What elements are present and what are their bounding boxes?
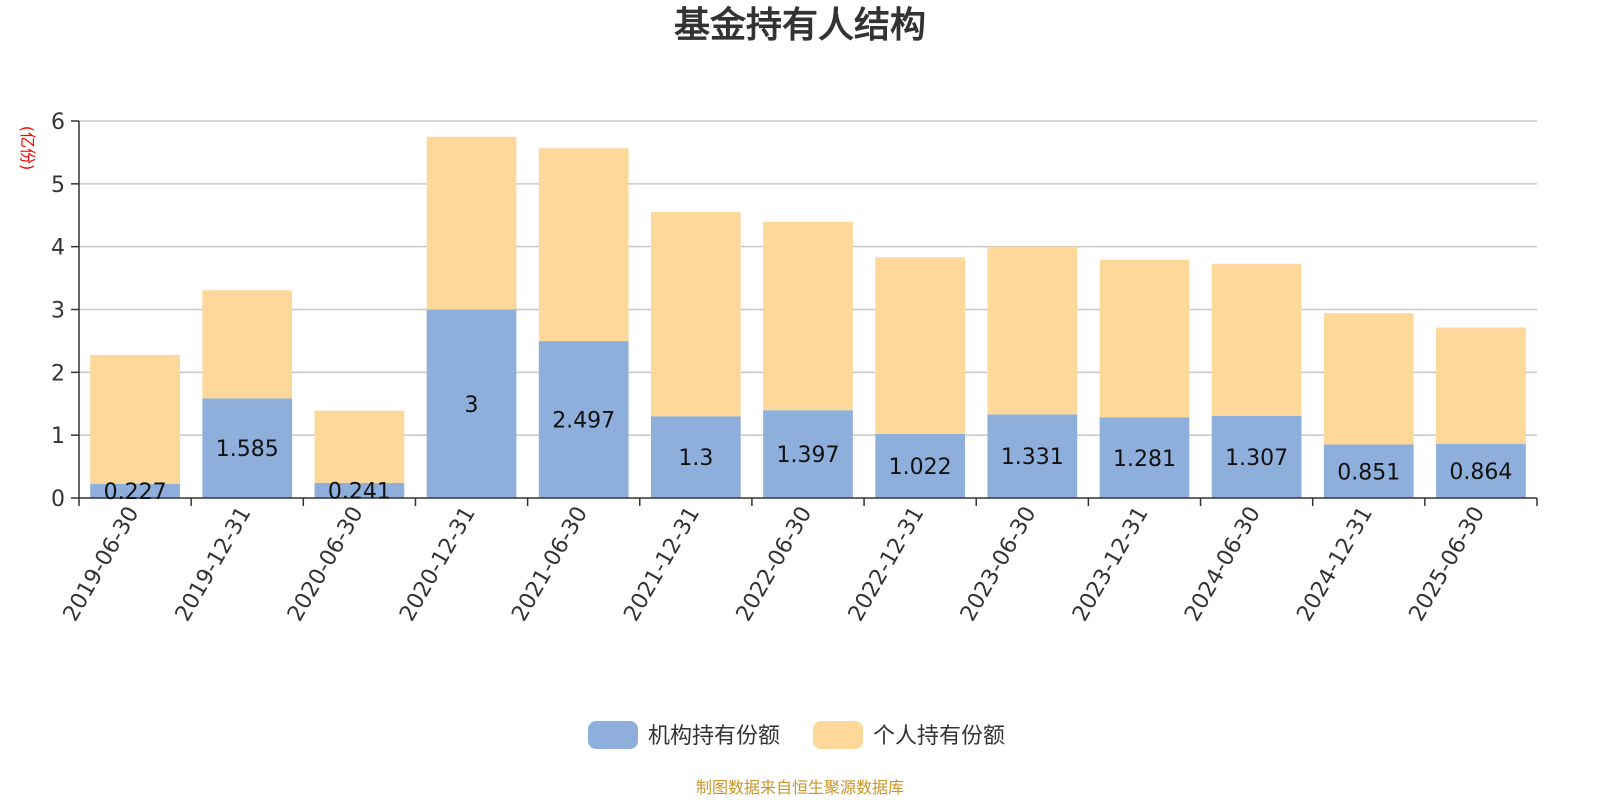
bar-individual[interactable] (1099, 259, 1190, 418)
x-tick-label: 2019-12-31 (171, 503, 257, 626)
bar-data-label: 1.585 (216, 437, 279, 462)
bar-data-label: 1.397 (777, 443, 840, 468)
bar-individual[interactable] (538, 148, 629, 342)
source-note: 制图数据来自恒生聚源数据库 (696, 778, 904, 797)
legend-label[interactable]: 机构持有份额 (648, 724, 780, 749)
bar-data-label: 1.3 (678, 446, 713, 471)
y-axis-unit-label: (亿份) (18, 126, 37, 171)
bar-data-label: 1.307 (1225, 446, 1288, 471)
legend-swatch-individual[interactable] (813, 721, 863, 749)
bar-institutional[interactable] (763, 410, 853, 498)
y-tick-label: 0 (51, 487, 65, 512)
bar-institutional[interactable] (90, 483, 180, 498)
y-tick-label: 3 (51, 299, 65, 324)
data-labels: 0.227 1.585 0.241 3 2.497 1.3 1.397 1.022 1.331 1… (104, 393, 1513, 505)
bar-individual[interactable] (1211, 263, 1302, 416)
bar-individual[interactable] (426, 136, 517, 310)
bars (90, 136, 1526, 499)
legend: 机构持有份额 个人持有份额 (588, 721, 1005, 749)
bar-data-label: 1.331 (1001, 445, 1064, 470)
bar-institutional[interactable] (650, 416, 741, 498)
bar-institutional[interactable] (202, 398, 293, 498)
bar-data-label: 2.497 (552, 409, 615, 434)
x-tick-label: 2020-12-31 (395, 503, 481, 626)
bar-data-label: 0.227 (104, 480, 167, 505)
y-tick-label: 2 (51, 361, 65, 386)
x-tick-label: 2021-06-30 (507, 503, 593, 626)
bar-individual[interactable] (1436, 327, 1526, 444)
bar-individual[interactable] (987, 246, 1078, 415)
legend-swatch-institutional[interactable] (588, 721, 638, 749)
bar-data-label: 3 (465, 393, 479, 418)
y-tick-label: 5 (51, 173, 65, 198)
bar-data-label: 0.864 (1449, 460, 1512, 485)
x-tick-label: 2020-06-30 (283, 503, 369, 626)
bar-data-label: 1.281 (1113, 447, 1176, 472)
x-tick-label: 2025-06-30 (1405, 503, 1491, 626)
bar-individual[interactable] (314, 410, 405, 483)
bar-institutional[interactable] (987, 414, 1078, 498)
bar-individual[interactable] (90, 354, 180, 484)
legend-label[interactable]: 个人持有份额 (873, 724, 1005, 749)
x-tick-label: 2022-12-31 (844, 503, 930, 626)
x-tick-label: 2024-06-30 (1180, 503, 1266, 626)
bar-institutional[interactable] (314, 482, 405, 498)
y-tick-label: 6 (51, 110, 65, 135)
bar-data-label: 1.022 (889, 455, 952, 480)
x-tick-label: 2022-06-30 (732, 503, 818, 626)
x-tick-label: 2021-12-31 (619, 503, 705, 626)
bar-institutional[interactable] (426, 309, 517, 499)
bar-individual[interactable] (650, 212, 741, 417)
x-tick-label: 2019-06-30 (59, 503, 145, 626)
bar-institutional[interactable] (1323, 444, 1414, 498)
bar-institutional[interactable] (875, 433, 966, 498)
bar-individual[interactable] (1323, 313, 1414, 445)
x-tick-label: 2023-06-30 (956, 503, 1042, 626)
bar-institutional[interactable] (1211, 415, 1302, 498)
y-tick-label: 1 (51, 424, 65, 449)
bar-institutional[interactable] (1436, 443, 1526, 498)
chart-title: 基金持有人结构 (674, 4, 926, 46)
x-tick-label: 2023-12-31 (1068, 503, 1154, 626)
x-tick-label: 2024-12-31 (1292, 503, 1378, 626)
bar-individual[interactable] (202, 290, 293, 399)
bar-institutional[interactable] (1099, 417, 1190, 498)
bar-data-label: 0.851 (1337, 460, 1400, 485)
bar-individual[interactable] (763, 221, 853, 411)
bar-data-label: 0.241 (328, 479, 391, 504)
bar-individual[interactable] (875, 257, 966, 434)
y-tick-label: 4 (51, 236, 65, 261)
bar-institutional[interactable] (538, 341, 629, 498)
